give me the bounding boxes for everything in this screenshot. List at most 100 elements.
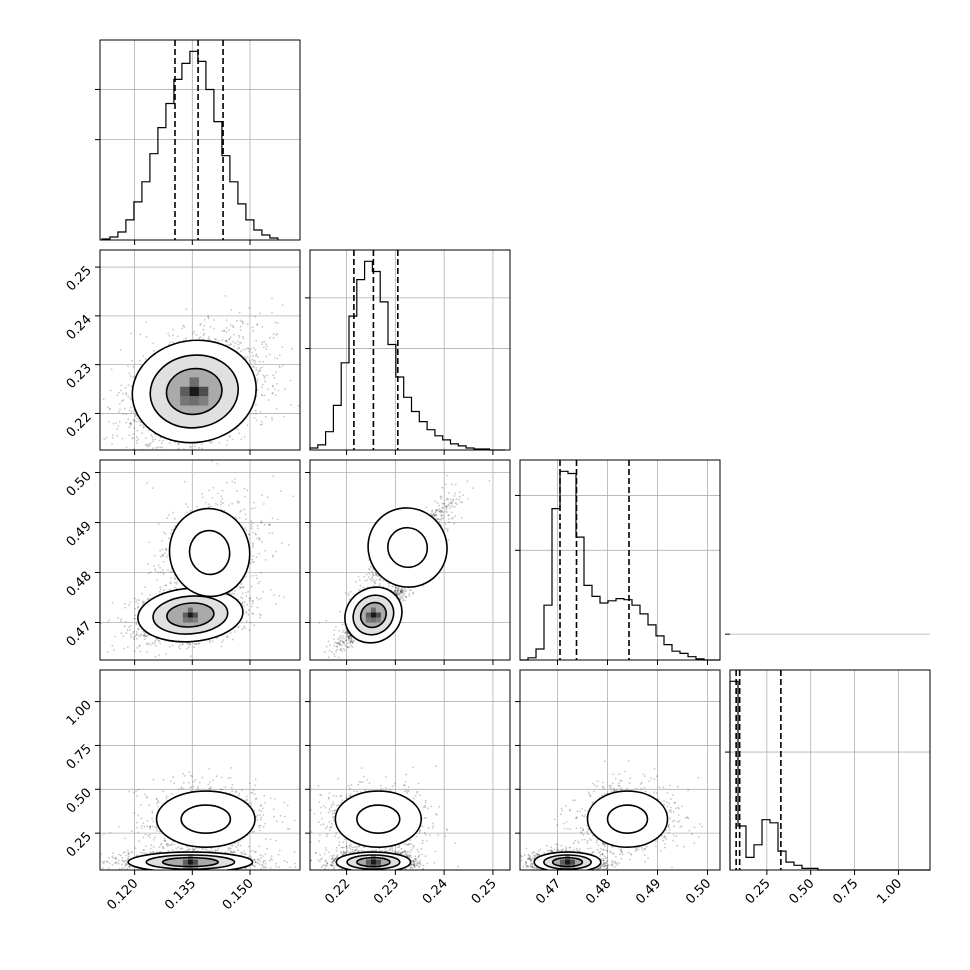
sample-point [156,579,158,581]
scatter-panel-0-1 [99,249,301,464]
sample-point [252,329,255,332]
sample-point [165,461,167,463]
sample-point [263,394,266,397]
sample-point [245,518,248,520]
sample-point [136,647,139,649]
sample-point [109,407,111,410]
sample-point [264,558,267,561]
sample-point [245,591,247,594]
sample-point [255,413,257,415]
sample-point [229,343,232,345]
sample-point [134,635,137,638]
sample-point [143,634,146,636]
sample-point [166,517,169,520]
sample-point [193,330,196,333]
sample-point [179,644,182,647]
sample-point [211,497,214,499]
sample-point [272,384,274,387]
sample-point [261,423,263,426]
sample-point [173,462,175,464]
sample-point [215,502,217,505]
sample-point [223,330,226,332]
sample-point [271,392,274,395]
sample-point [237,343,240,346]
sample-point [179,647,182,650]
sample-point [159,642,162,645]
histogram-panel-3 [725,633,931,871]
sample-point [199,336,202,338]
sample-point [276,357,279,360]
sample-point [267,399,270,401]
sample-point [196,451,198,453]
sample-point [253,417,256,419]
sample-point [134,419,136,422]
sample-point [147,642,150,645]
sample-point [158,439,161,442]
sample-point [145,444,148,446]
sample-point [161,456,163,458]
sample-point [157,523,160,525]
sample-point [204,501,207,504]
sample-point [122,399,124,402]
sample-point [137,602,140,605]
sample-point [245,529,248,532]
sample-point [127,418,130,421]
sample-point [254,315,257,318]
sample-point [110,368,113,371]
sample-point [120,632,123,634]
histogram-step-line [729,680,930,871]
sample-point [170,532,172,535]
sample-point [175,581,178,583]
sample-point [226,636,229,639]
sample-point [263,377,266,379]
sample-point [161,540,163,542]
sample-point [123,407,126,410]
sample-point [175,583,178,585]
histogram-step-line [101,50,279,240]
sample-point [229,336,232,339]
sample-point [125,413,127,416]
sample-point [266,345,268,348]
sample-point [202,328,205,331]
sample-point [207,315,210,318]
sample-point [126,629,129,632]
sample-point [263,340,266,343]
sample-point [174,586,177,589]
sample-point [189,445,192,448]
sample-point [264,380,266,383]
sample-point [265,355,268,358]
sample-point [212,487,215,489]
sample-point [154,639,157,642]
sample-point [283,388,286,390]
sample-point [218,442,221,444]
sample-point [271,555,274,558]
sample-point [224,340,227,343]
sample-point [146,482,149,484]
sample-point [120,389,122,392]
sample-point [189,643,192,646]
sample-point [255,537,258,540]
sample-point [168,335,171,337]
sample-point [152,440,155,443]
sample-point [130,421,132,424]
sample-point [161,446,164,449]
sample-point [207,317,210,320]
sample-point [254,359,256,362]
sample-point [185,511,188,514]
sample-point [226,439,229,442]
sample-point [250,585,253,588]
sample-point [241,601,244,604]
sample-point [135,421,138,423]
density-cell [189,386,199,397]
sample-point [136,599,139,601]
sample-point [253,561,256,564]
sample-point [255,556,258,558]
sample-point [256,596,258,599]
histogram-panel-1 [305,249,511,451]
sample-point [117,617,119,619]
sample-point [157,571,160,574]
sample-point [118,421,121,423]
sample-point [262,374,265,377]
sample-point [240,509,243,512]
sample-point [112,422,115,425]
